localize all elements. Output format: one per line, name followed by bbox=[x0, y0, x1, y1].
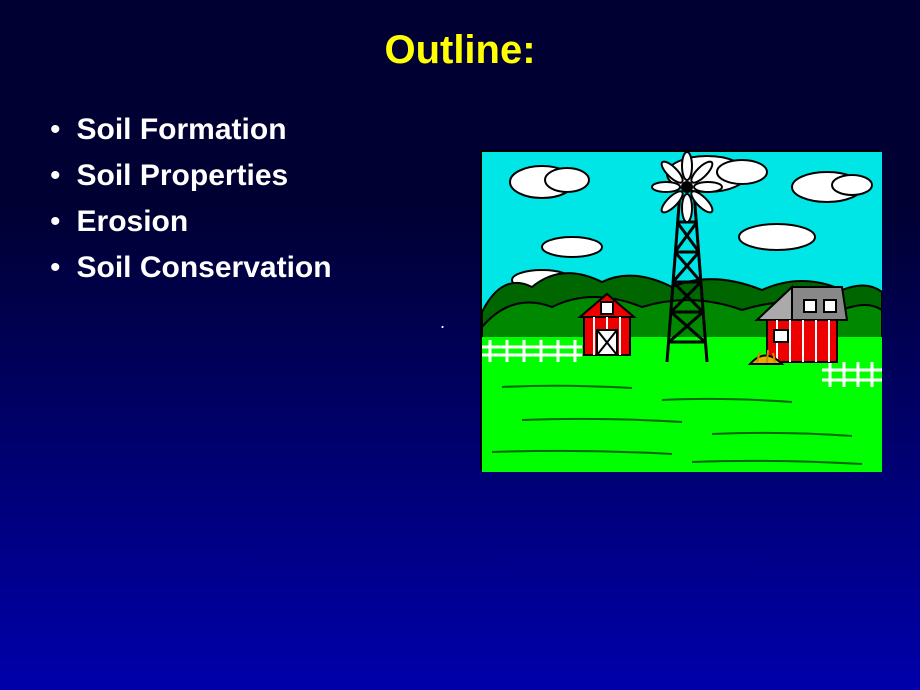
bullet-text: Soil Conservation bbox=[77, 251, 332, 285]
bullet-item: • Soil Formation bbox=[50, 113, 450, 147]
bullet-item: • Soil Conservation bbox=[50, 251, 450, 285]
slide-title: Outline: bbox=[0, 0, 920, 73]
bullet-item: • Erosion bbox=[50, 205, 450, 239]
bullet-marker: • bbox=[50, 207, 61, 237]
bullet-text: Erosion bbox=[77, 205, 189, 239]
stray-period: . bbox=[440, 312, 445, 333]
farm-illustration bbox=[480, 150, 880, 470]
bullet-marker: • bbox=[50, 161, 61, 191]
farm-svg bbox=[482, 152, 882, 472]
bullet-marker: • bbox=[50, 115, 61, 145]
bullet-list: • Soil Formation • Soil Properties • Ero… bbox=[0, 113, 450, 297]
bullet-text: Soil Properties bbox=[77, 159, 289, 193]
bullet-item: • Soil Properties bbox=[50, 159, 450, 193]
bullet-text: Soil Formation bbox=[77, 113, 287, 147]
bullet-marker: • bbox=[50, 253, 61, 283]
